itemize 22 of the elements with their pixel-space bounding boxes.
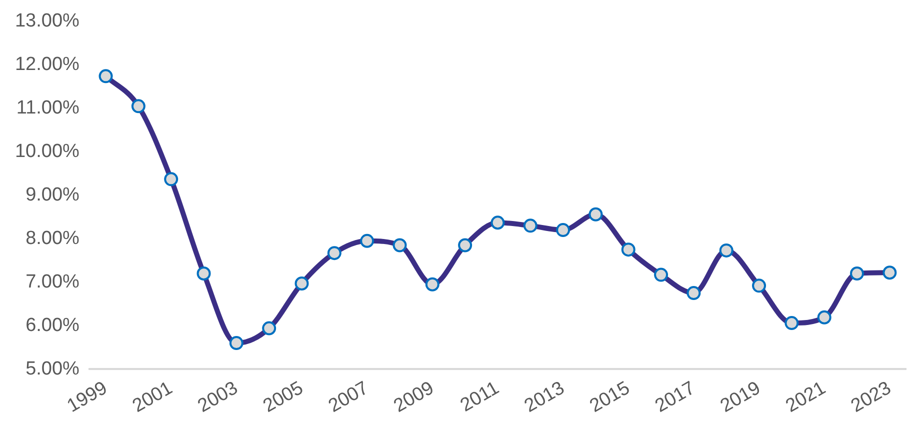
x-tick-label: 2009 <box>390 378 438 417</box>
y-tick-label: 9.00% <box>26 184 80 206</box>
y-tick-label: 6.00% <box>26 314 80 336</box>
x-tick-label: 2001 <box>129 378 176 417</box>
x-tick-label: 2017 <box>652 378 699 417</box>
x-tick-label: 2019 <box>717 378 764 417</box>
y-tick-label: 11.00% <box>16 98 80 119</box>
y-tick-label: 12.00% <box>14 54 80 76</box>
x-tick-label: 2021 <box>782 378 830 417</box>
y-tick-label: 13.00% <box>14 10 80 32</box>
x-tick-label: 2015 <box>586 378 634 417</box>
x-tick-label: 2005 <box>260 378 307 417</box>
y-tick-label: 10.00% <box>14 141 80 162</box>
x-tick-label: 2003 <box>194 378 242 417</box>
x-tick-label: 2011 <box>456 378 503 416</box>
y-tick-label: 7.00% <box>26 271 80 292</box>
y-tick-label: 5.00% <box>26 358 80 380</box>
y-tick-label: 8.00% <box>26 228 80 249</box>
x-tick-label: 2013 <box>521 378 568 417</box>
x-tick-label: 1999 <box>64 378 111 417</box>
x-tick-label: 2023 <box>848 378 895 417</box>
x-tick-label: 2007 <box>325 378 372 417</box>
